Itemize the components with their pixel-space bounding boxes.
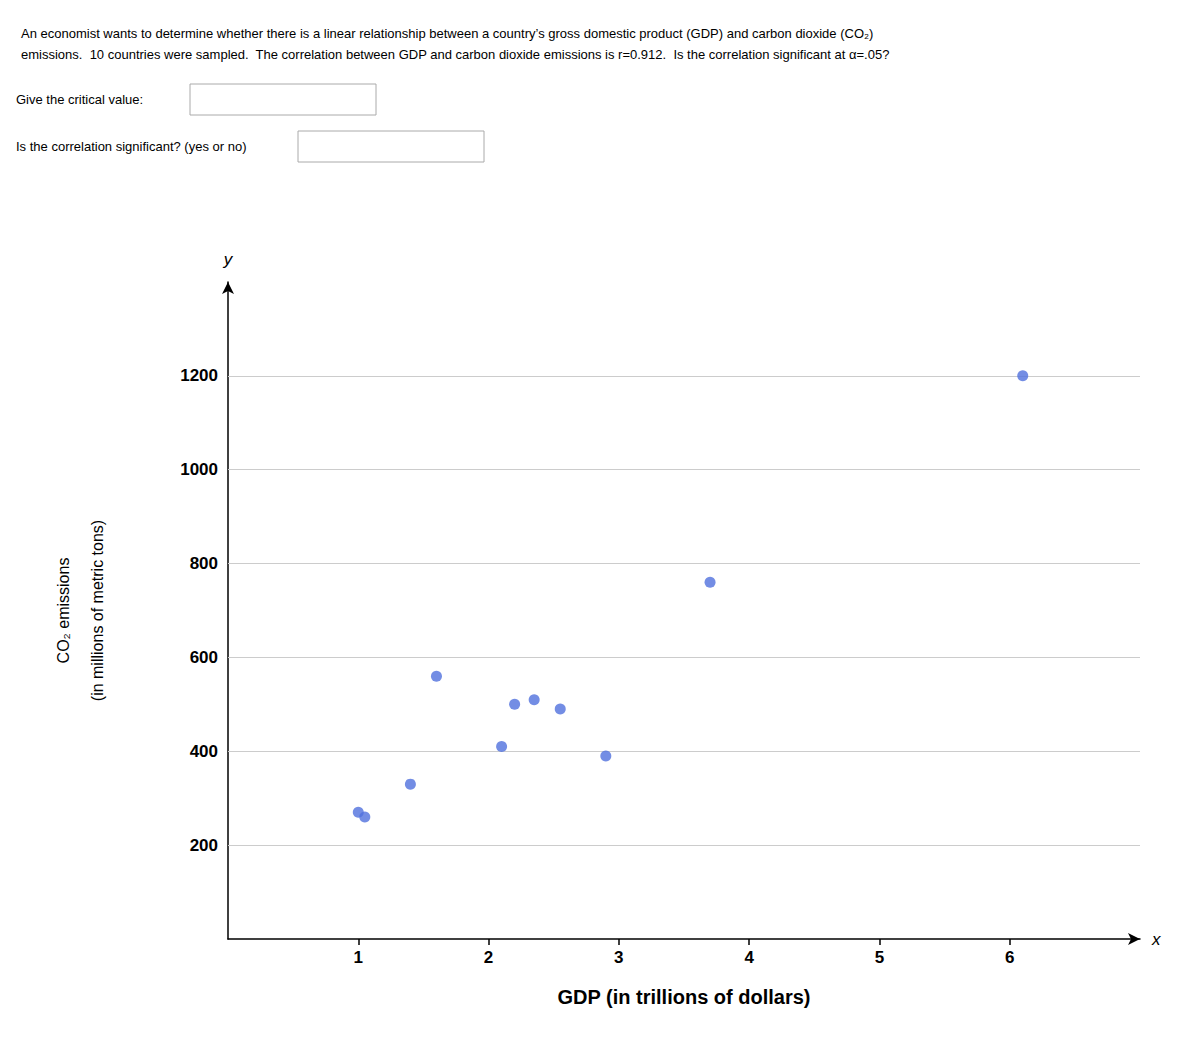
svg-text:600: 600 [190,648,218,667]
svg-text:Is the correlation significant: Is the correlation significant? (yes or … [16,139,247,154]
svg-text:1200: 1200 [180,366,218,385]
svg-text:CO₂ emissions: CO₂ emissions [55,558,72,664]
svg-text:(in millions of metric tons): (in millions of metric tons) [89,520,106,701]
svg-text:x: x [1151,930,1161,949]
svg-text:6: 6 [1005,948,1014,967]
svg-text:An economist wants to determin: An economist wants to determine whether … [21,26,873,41]
svg-text:y: y [223,250,234,269]
svg-text:emissions. 10 countries were: emissions. 10 countries were sampled. Th… [21,47,889,62]
svg-text:200: 200 [190,836,218,855]
svg-text:GDP (in trillions of dollars): GDP (in trillions of dollars) [558,986,811,1008]
svg-text:1: 1 [354,948,363,967]
svg-text:4: 4 [744,948,754,967]
svg-text:3: 3 [614,948,623,967]
svg-text:1000: 1000 [180,460,218,479]
svg-text:5: 5 [875,948,884,967]
svg-text:2: 2 [484,948,493,967]
svg-text:Give the critical value:: Give the critical value: [16,92,143,107]
svg-text:800: 800 [190,554,218,573]
svg-text:400: 400 [190,742,218,761]
